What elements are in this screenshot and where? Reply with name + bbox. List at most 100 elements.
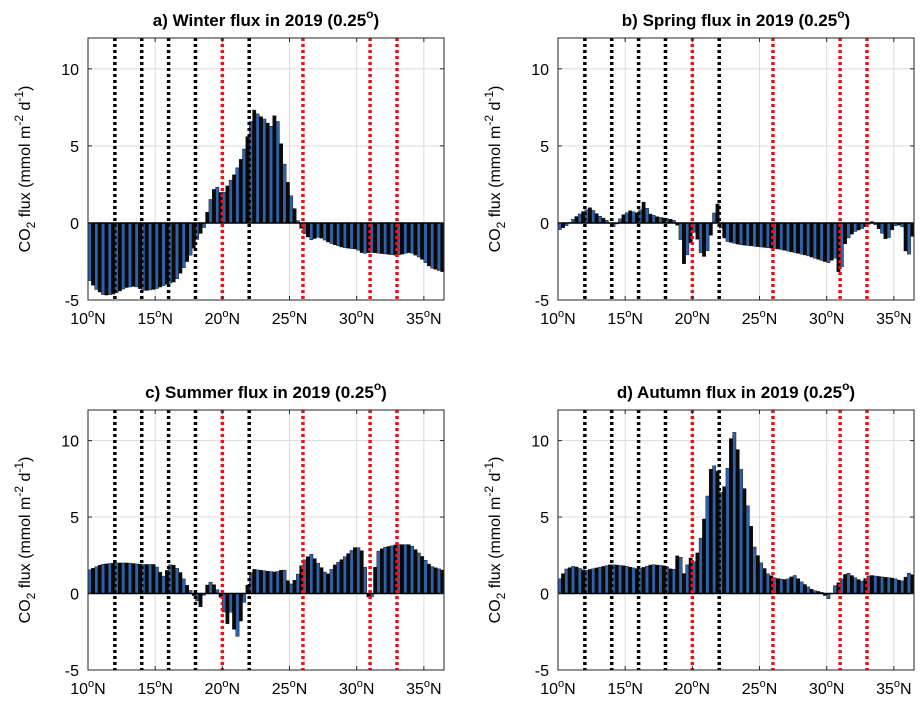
bar [423, 222, 428, 263]
bar [343, 222, 347, 248]
bar [114, 222, 119, 294]
bar [343, 556, 347, 594]
y-tick-label: 0 [70, 216, 79, 233]
bar [437, 568, 441, 594]
bar [433, 222, 438, 270]
bar [685, 564, 690, 594]
bar [312, 558, 317, 594]
bar [752, 546, 757, 594]
bar [853, 222, 858, 232]
bar [849, 222, 854, 235]
bar [373, 222, 378, 254]
bar [225, 593, 230, 624]
bar [658, 217, 663, 224]
bar [655, 564, 659, 594]
bar [843, 222, 848, 244]
bar [275, 121, 280, 224]
bar [796, 222, 801, 254]
x-tick-label: 35oN [406, 678, 441, 698]
bar [242, 148, 247, 224]
bar [833, 585, 837, 594]
bar [890, 222, 895, 231]
bar [406, 544, 411, 594]
bar [789, 576, 794, 594]
y-tick-label: 0 [70, 587, 79, 604]
bar [94, 566, 99, 594]
bar [319, 567, 324, 594]
bar [88, 569, 92, 594]
bar [802, 584, 807, 594]
bar [416, 552, 421, 594]
chart-panel-a: -5 0 5 10 10oN 15oN 20oN 25oN 30oN 35oN a) Winter … [12, 7, 445, 328]
bar [910, 574, 914, 594]
bar [212, 189, 216, 224]
bar [336, 561, 341, 594]
bar [215, 186, 220, 224]
bar [148, 564, 153, 594]
bar [353, 222, 357, 250]
bar [698, 537, 703, 594]
bar [292, 579, 297, 594]
bar [571, 566, 575, 594]
bar [185, 585, 189, 594]
bar [776, 222, 780, 250]
y-tick-label: 10 [61, 434, 79, 451]
bar [880, 576, 884, 594]
bar [235, 593, 240, 637]
bar [346, 553, 351, 594]
chart-panel-c: -5 0 5 10 10oN 15oN 20oN 25oN 30oN 35oN c) Summer … [12, 379, 445, 698]
bar [121, 562, 126, 594]
bar [259, 116, 263, 224]
bar [158, 571, 163, 594]
bar [678, 557, 683, 594]
bar [614, 564, 619, 594]
bar [823, 222, 827, 262]
bar [316, 562, 320, 594]
bar [725, 222, 730, 242]
x-tick-label: 35oN [876, 308, 911, 328]
bar [430, 222, 435, 269]
bar [228, 593, 233, 613]
bar [346, 222, 351, 249]
y-axis-label: CO2 flux (mmol m-2 d-1) [12, 457, 38, 624]
bar [107, 563, 112, 594]
bar [816, 222, 821, 260]
bar [208, 199, 213, 224]
y-tick-label: 5 [540, 139, 549, 156]
bar [900, 580, 905, 594]
bar [705, 495, 710, 594]
bar [440, 569, 444, 594]
bar [181, 578, 186, 594]
bar [745, 222, 750, 246]
bar [306, 556, 310, 594]
bar [856, 579, 861, 594]
bar [880, 222, 884, 234]
bar [645, 565, 649, 594]
bar [685, 222, 690, 256]
bar [339, 559, 344, 594]
bar [128, 222, 132, 288]
bar [272, 571, 277, 594]
bar [594, 567, 599, 594]
bar [739, 222, 743, 245]
bar [598, 566, 602, 594]
bar [907, 222, 911, 255]
bar [574, 566, 579, 594]
bar [796, 578, 801, 594]
bar [786, 578, 790, 594]
x-tick-label: 15oN [607, 308, 642, 328]
bar [829, 222, 834, 261]
bar [564, 568, 569, 594]
bar [826, 593, 831, 599]
bar [282, 569, 287, 594]
bar [124, 562, 129, 594]
bar [755, 222, 760, 247]
bar [332, 222, 337, 245]
bar [826, 222, 831, 263]
bar [779, 578, 784, 594]
bar [101, 564, 105, 594]
bar [722, 486, 727, 594]
bar [205, 584, 210, 594]
bar [577, 213, 582, 224]
bar [577, 568, 582, 594]
